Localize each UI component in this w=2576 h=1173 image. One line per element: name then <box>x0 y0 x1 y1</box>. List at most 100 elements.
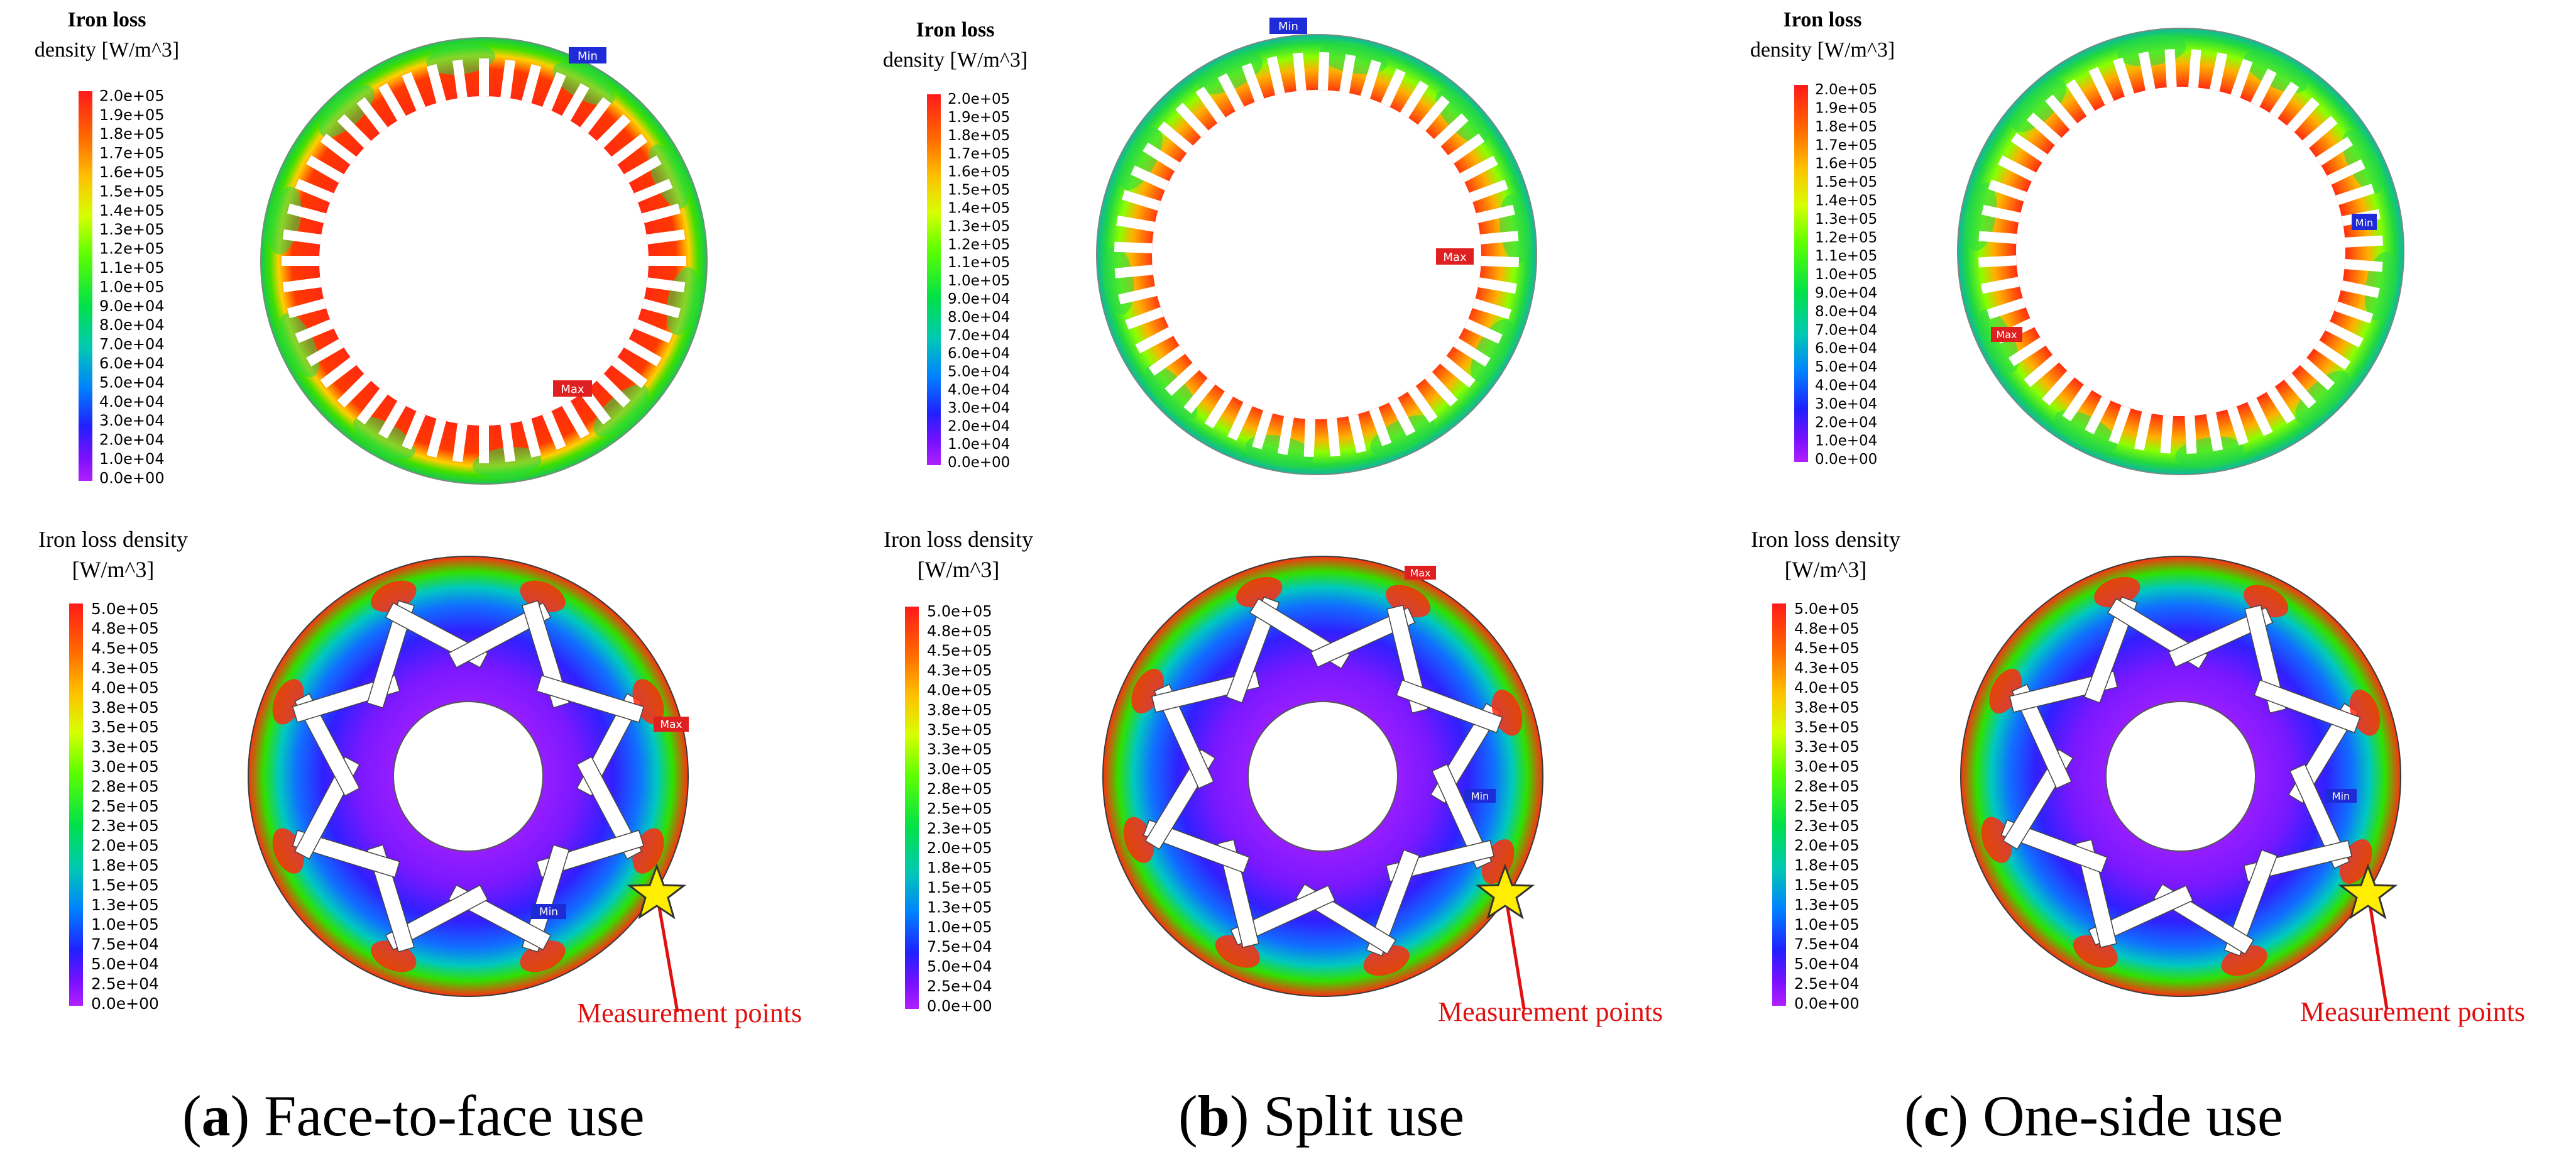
stator-slot <box>2247 397 2273 436</box>
stator-slot <box>2026 113 2062 146</box>
measurement-label: Measurement points <box>1438 996 1663 1027</box>
stator-slot <box>306 155 344 183</box>
legend-tick-label: 6.0e+04 <box>99 355 165 372</box>
measurement-point-b: Measurement points <box>1438 863 1663 1027</box>
legend-tick-label: 5.0e+04 <box>1815 359 1877 375</box>
magnet-slot <box>2289 763 2350 869</box>
caption-title: ) Face-to-face use <box>230 1084 645 1148</box>
stator-slot <box>295 179 334 203</box>
magnet-slot <box>366 600 415 708</box>
magnet-slot <box>2223 849 2278 957</box>
legend-tick-label: 4.3e+05 <box>927 662 992 680</box>
magnet-slot <box>1431 763 1493 869</box>
stator-slot <box>2325 321 2364 348</box>
legend-tick-label: 5.0e+04 <box>99 373 165 391</box>
stator-slot <box>1241 63 1264 102</box>
yoke-low-loss-region <box>426 43 495 75</box>
stator-slot <box>1389 398 1416 436</box>
legend-tick-label: 2.0e+05 <box>91 837 159 855</box>
legend-tick-label: 0.0e+00 <box>1815 451 1877 468</box>
stator-slot <box>2206 412 2223 451</box>
legend-tick-label: 2.5e+05 <box>91 797 159 815</box>
legend-tick-label: 5.0e+05 <box>927 602 992 620</box>
stator-slot <box>1407 386 1438 423</box>
stator-slot <box>1464 319 1503 344</box>
magnet-slot <box>294 693 360 796</box>
legend-tick-label: 4.5e+05 <box>927 642 992 659</box>
legend-tick-label: 4.0e+05 <box>1794 679 1860 697</box>
legend-tick-label: 1.0e+05 <box>91 915 159 933</box>
legend-tick-label: 2.5e+04 <box>1794 975 1860 993</box>
yoke-low-loss-region <box>1199 53 1263 94</box>
stator-slot <box>1277 416 1294 455</box>
stator-slot <box>2188 49 2201 88</box>
legend-tick-label: 1.2e+05 <box>1815 229 1877 246</box>
stator-bore <box>1152 90 1481 419</box>
magnet-slot <box>2168 607 2274 668</box>
svg-text:Max: Max <box>660 719 682 731</box>
legend-tick-label: 2.8e+05 <box>1794 778 1860 795</box>
legend-tick-label: 2.0e+05 <box>948 91 1010 107</box>
stator-slot <box>1183 378 1215 414</box>
legend-tick-label: 4.5e+05 <box>91 639 159 658</box>
stator-slot <box>1981 204 2021 223</box>
stator-slot <box>2344 259 2383 272</box>
stator-slot <box>2045 94 2078 130</box>
legend-tick-label: 1.3e+05 <box>1815 211 1877 228</box>
yoke-low-loss-region <box>473 447 542 478</box>
legend-tick-label: 1.0e+05 <box>99 278 165 295</box>
stator-slot <box>452 423 468 463</box>
yoke-low-loss-region <box>1471 319 1513 382</box>
stator-slot <box>2042 370 2075 406</box>
legend-tick-label: 3.0e+04 <box>1815 396 1877 412</box>
color-scale-bar <box>1772 603 1786 1006</box>
caption-a: (a) Face-to-face use <box>182 1084 645 1148</box>
stator-slot <box>542 410 566 450</box>
legend-title-line1: Iron loss <box>1783 8 1861 31</box>
stator-slot <box>522 63 542 103</box>
legend-tick-label: 9.0e+04 <box>1815 285 1877 301</box>
stator-slot <box>2210 52 2228 92</box>
color-scale-bar <box>79 91 92 481</box>
stator-slot <box>1327 418 1340 457</box>
stator-slot <box>2340 280 2380 299</box>
legend-tick-label: 8.0e+04 <box>99 316 165 334</box>
stator-slot <box>596 114 631 148</box>
legend-tick-label: 0.0e+00 <box>1794 994 1860 1012</box>
stator-slot <box>1195 86 1226 123</box>
legend-tick-label: 2.5e+04 <box>927 978 992 995</box>
legend-tick-label: 4.0e+05 <box>91 678 159 697</box>
magnet-slot <box>2011 683 2073 790</box>
stator-slot <box>580 388 611 425</box>
yoke-low-loss-region <box>2295 370 2349 424</box>
stator-slot <box>642 299 681 319</box>
legend-tick-label: 8.0e+04 <box>1815 304 1877 320</box>
legend-tick-label: 1.3e+05 <box>1794 896 1860 913</box>
legend-tick-label: 1.9e+05 <box>1815 100 1877 116</box>
legend-tick-label: 1.7e+05 <box>1815 137 1877 153</box>
magnet-slot <box>1366 849 1420 957</box>
yoke-low-loss-region <box>353 416 415 460</box>
legend-tick-label: 7.5e+04 <box>927 938 992 955</box>
color-scale-bar <box>905 607 919 1009</box>
stator-slot <box>1339 54 1356 94</box>
stator-slot <box>1978 231 2017 244</box>
stator-slot <box>580 97 611 134</box>
legend-tick-label: 1.9e+05 <box>99 106 165 124</box>
measurement-label: Measurement points <box>2300 996 2525 1027</box>
legend-tick-label: 6.0e+04 <box>1815 341 1877 357</box>
magnet-slot <box>1230 884 1336 946</box>
legend-title-line2: density [W/m^3] <box>35 38 179 62</box>
legend-tick-label: 1.0e+05 <box>1815 267 1877 283</box>
stator-slot <box>1293 52 1307 91</box>
stator-slot <box>2113 57 2135 97</box>
stator-slot <box>522 419 542 458</box>
caption-title: ) Split use <box>1229 1084 1464 1148</box>
measurement-label: Measurement points <box>577 998 802 1028</box>
stator-slot <box>1469 179 1508 202</box>
marker-max-a-stator: Max <box>553 380 592 397</box>
legend-tick-label: 8.0e+04 <box>948 309 1010 326</box>
legend-title-line1: Iron loss <box>67 8 146 31</box>
stator-slot <box>282 277 322 292</box>
